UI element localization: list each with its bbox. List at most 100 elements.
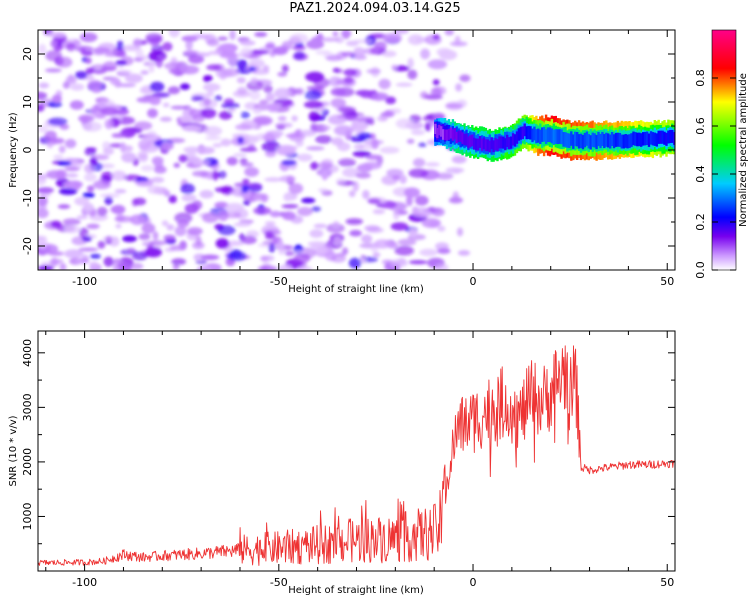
spectrogram-noise-blob xyxy=(162,42,173,52)
spectrogram-ridge-cell xyxy=(667,130,670,144)
spectrogram-ridge-cell xyxy=(657,130,660,144)
spectrogram-ridge-cell xyxy=(583,132,587,148)
spectrogram-noise-blob xyxy=(362,189,370,200)
spectrogram-noise-blob xyxy=(85,57,92,64)
spectrogram-noise-blob xyxy=(437,248,451,254)
spectrogram-noise-blob xyxy=(236,77,246,84)
spectrogram-noise-blob xyxy=(138,153,149,163)
snr-x-axis-label: Height of straight line (km) xyxy=(288,585,424,596)
spectrogram-noise-blob xyxy=(310,161,319,170)
spectrogram-noise-blob xyxy=(412,158,426,168)
spectrogram-noise-blob xyxy=(233,152,247,158)
spectrogram-noise-blob xyxy=(436,172,454,180)
spectrogram-ridge-cell xyxy=(451,129,455,141)
spectrogram-noise-blob xyxy=(403,187,421,198)
spectrogram-noise-blob xyxy=(294,249,306,255)
spectrogram-ridge-cell xyxy=(655,133,658,147)
spectrogram-noise-blob xyxy=(69,100,84,110)
spectrogram-noise-blob xyxy=(117,48,126,57)
colorbar-gradient xyxy=(711,29,737,271)
spectrogram-noise-blob xyxy=(89,261,99,267)
spectrogram-ridge-cell xyxy=(568,133,571,148)
spectrogram-noise-blob xyxy=(50,220,62,228)
spectrogram-ridge-cell xyxy=(642,132,645,146)
spectrogram-noise-blob xyxy=(132,38,142,48)
spectrogram-noise-blob xyxy=(325,55,343,62)
spectrogram-noise-blob xyxy=(203,98,212,107)
spectrogram-noise-blob xyxy=(371,92,389,101)
spectrogram-noise-blob xyxy=(180,83,190,90)
spectrogram-noise-blob xyxy=(193,253,206,262)
spectrogram-noise-blob xyxy=(82,121,102,132)
spectrogram-noise-blob xyxy=(259,99,269,104)
spectrogram-noise-blob xyxy=(188,54,205,64)
spectrogram-noise-blob xyxy=(335,36,345,44)
spectrogram-noise-blob xyxy=(104,196,113,206)
spectrogram-noise-blob xyxy=(406,195,413,207)
spectrogram-noise-blob xyxy=(181,194,197,202)
spectrogram-noise-blob xyxy=(84,163,95,174)
spectrogram-noise-blob xyxy=(429,221,439,228)
spectrogram-noise-blob xyxy=(281,159,297,166)
spectrogram-noise-blob xyxy=(248,58,265,68)
spectrogram-ridge-cell xyxy=(618,133,622,147)
spectrogram-ridge-cell xyxy=(669,130,672,143)
spectrogram-noise-blob xyxy=(311,206,321,212)
spectrogram-noise-blob xyxy=(265,92,275,102)
spectrogram-noise-blob xyxy=(267,103,278,113)
spectrogram-noise-blob xyxy=(83,203,94,212)
spectrogram-ridge-cell xyxy=(508,137,511,150)
spectrogram-noise-blob xyxy=(74,196,90,206)
spectrogram-ridge-cell xyxy=(525,126,528,140)
spectrogram-ridge-cell xyxy=(612,134,616,149)
spectrogram-ridge-cell xyxy=(574,131,577,147)
spectrogram-noise-blob xyxy=(38,196,48,207)
spectrogram-noise-blob xyxy=(240,111,250,119)
spectrogram-noise-blob xyxy=(251,50,269,55)
spectrogram-noise-blob xyxy=(203,83,221,92)
spectrogram-ridge-cell xyxy=(488,140,491,153)
spectrogram-noise-blob xyxy=(82,192,95,198)
colorbar-tick-label: 0.2 xyxy=(694,213,707,231)
spectrogram-ridge-cell xyxy=(632,131,635,146)
spectrogram-noise-blob xyxy=(317,188,328,193)
spectrogram-noise-blob xyxy=(86,185,95,193)
spectrogram-ridge-cell xyxy=(447,128,451,140)
spectrogram-noise-blob xyxy=(252,115,273,126)
spectrogram-ridge-cell xyxy=(577,134,581,149)
spectrogram-noise-blob xyxy=(227,251,247,262)
spectrogram-ridge-cell xyxy=(527,125,530,140)
spectrogram-noise-blob xyxy=(420,91,429,99)
spectrogram-noise-blob xyxy=(361,234,373,244)
spectrogram-noise-blob xyxy=(240,47,253,56)
colorbar-tick-label: 0.4 xyxy=(694,165,707,183)
spectrogram-noise-blob xyxy=(332,220,340,228)
spectrogram-noise-blob xyxy=(268,243,276,253)
spectrogram-noise-blob xyxy=(93,180,111,190)
spectrogram-noise-blob xyxy=(85,67,94,75)
spectrogram-noise-blob xyxy=(340,30,352,38)
spectrogram-noise-blob xyxy=(38,237,48,245)
spectrogram-noise-blob xyxy=(89,253,101,260)
spectrogram-ridge-cell xyxy=(560,129,563,145)
spectrogram-ridge-cell xyxy=(556,129,559,145)
spectrogram-ridge-cell xyxy=(609,134,612,149)
spectrogram-noise-blob xyxy=(214,186,234,193)
spectrogram-ridge-cell xyxy=(566,133,569,148)
spectrogram-ridge-cell xyxy=(624,134,627,148)
spectrogram-noise-blob xyxy=(212,143,223,148)
spectrogram-noise-blob xyxy=(233,182,254,187)
spectrogram-noise-blob xyxy=(276,144,297,156)
spectrogram-noise-blob xyxy=(351,120,369,131)
spectrogram-ridge-cell xyxy=(634,132,637,146)
spectrogram-noise-blob xyxy=(38,176,47,186)
spectrogram-noise-blob xyxy=(148,62,155,73)
spectrogram-noise-blob xyxy=(89,157,98,166)
spectrogram-ridge-cell xyxy=(482,137,486,150)
spectrogram-noise-blob xyxy=(279,175,296,183)
spectrogram-noise-blob xyxy=(249,90,261,101)
spectrogram-noise-blob xyxy=(78,247,99,252)
spectrogram-noise-blob xyxy=(425,162,440,167)
spectrogram-noise-blob xyxy=(459,74,471,82)
spectrogram-noise-blob xyxy=(109,77,121,86)
